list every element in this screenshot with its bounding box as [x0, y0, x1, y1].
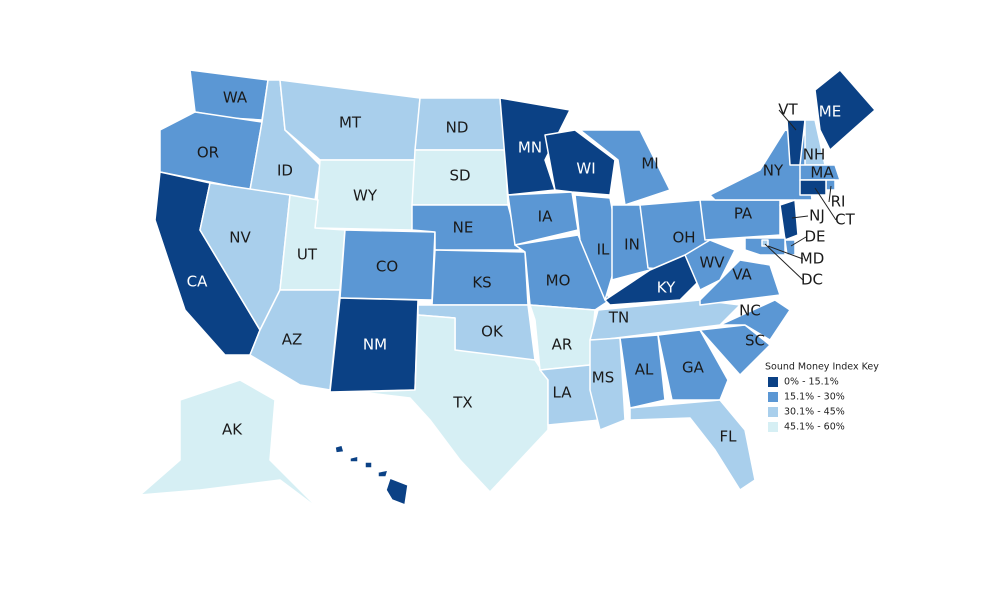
state-shape [539, 364, 601, 426]
state-label: NC [739, 302, 761, 320]
state-label: NH [803, 146, 826, 164]
state-shape [784, 239, 796, 256]
states [139, 69, 876, 511]
state-label: TN [608, 309, 629, 327]
legend-title: Sound Money Index Key [765, 362, 879, 373]
state-label: FL [720, 428, 738, 446]
state-label: MO [546, 272, 571, 290]
state-label: CA [187, 273, 208, 291]
state-label: NV [229, 229, 251, 247]
legend-swatch [768, 377, 778, 387]
state-label: ME [819, 103, 841, 121]
state-shape [619, 334, 666, 409]
state-label: MA [810, 164, 834, 182]
state-shape [385, 477, 409, 506]
state-shape [377, 469, 389, 478]
state-shape [799, 179, 827, 196]
state-shape [364, 461, 373, 469]
state-label: NY [763, 162, 784, 180]
state-label: AK [222, 421, 243, 439]
legend-label: 30.1% - 45% [784, 407, 845, 418]
state-label: HI [400, 456, 416, 474]
state-labels: WA OR CA ID NV MT WY UT AZ CO NM ND SD NE KS OK TX MN IA MO… [187, 89, 856, 474]
leader-line [767, 245, 804, 260]
state-label: MI [641, 155, 658, 173]
state-label: CT [835, 211, 855, 229]
state-shape [334, 444, 345, 454]
state-label: GA [682, 359, 705, 377]
state-label: WY [353, 187, 378, 205]
state-label: AZ [282, 331, 303, 349]
state-label: LA [553, 384, 573, 402]
state-label: IA [538, 208, 553, 226]
leader-line [764, 243, 804, 281]
legend-label: 15.1% - 30% [784, 392, 845, 403]
state-label: UT [297, 246, 318, 264]
state-shape [699, 259, 781, 306]
state-shape [799, 164, 841, 181]
state-shape [359, 314, 549, 493]
state-shape [349, 455, 359, 463]
state-label: SC [745, 332, 765, 350]
state-label: MT [339, 114, 362, 132]
state-label: CO [376, 258, 398, 276]
state-label: NE [453, 219, 474, 237]
leader-line [790, 236, 807, 247]
state-shape [761, 239, 769, 247]
state-label: ND [446, 119, 469, 137]
state-label: WV [699, 254, 725, 272]
state-label: WI [576, 160, 595, 178]
state-shape [589, 337, 626, 431]
legend-swatch [768, 392, 778, 402]
state-shape [499, 97, 571, 196]
state-shape [779, 199, 799, 241]
state-label: KY [657, 279, 676, 297]
state-label: DE [804, 228, 825, 246]
legend-swatch [768, 407, 778, 417]
state-label: DC [801, 271, 823, 289]
state-shape [544, 129, 616, 196]
leader-line [814, 187, 837, 221]
state-shape [814, 69, 876, 151]
state-label: OK [481, 323, 504, 341]
state-label: TX [452, 394, 472, 412]
state-label: IL [597, 241, 610, 259]
state-label: AL [635, 361, 654, 379]
state-shape [629, 399, 756, 491]
state-label: NM [363, 336, 387, 354]
state-shape [699, 324, 771, 376]
leader-line [828, 185, 832, 203]
state-label: MN [518, 139, 542, 157]
state-label: MD [800, 250, 825, 268]
state-shape [579, 129, 671, 206]
state-label: MS [592, 369, 614, 387]
state-label: SD [449, 167, 470, 185]
state-label: ID [277, 162, 293, 180]
state-shape [657, 329, 729, 401]
state-label: IN [624, 236, 640, 254]
state-label: RI [831, 193, 846, 211]
state-label: AR [552, 336, 573, 354]
state-shape [507, 191, 579, 246]
state-shape [684, 239, 736, 291]
leader-line [778, 109, 797, 131]
state-label: OH [672, 229, 695, 247]
legend-swatch [768, 422, 778, 432]
state-label: WA [223, 89, 248, 107]
state-label: VA [732, 266, 752, 284]
state-label: OR [197, 144, 219, 162]
state-shape [139, 379, 321, 511]
leader-line [791, 215, 809, 219]
state-label: PA [734, 205, 753, 223]
legend-label: 0% - 15.1% [784, 377, 839, 388]
legend: Sound Money Index Key 0% - 15.1% 15.1% - … [765, 362, 879, 433]
state-shape [719, 299, 791, 341]
legend-label: 45.1% - 60% [784, 422, 845, 433]
state-label: KS [472, 274, 491, 292]
state-label: NJ [809, 207, 825, 225]
state-label: VT [778, 101, 798, 119]
